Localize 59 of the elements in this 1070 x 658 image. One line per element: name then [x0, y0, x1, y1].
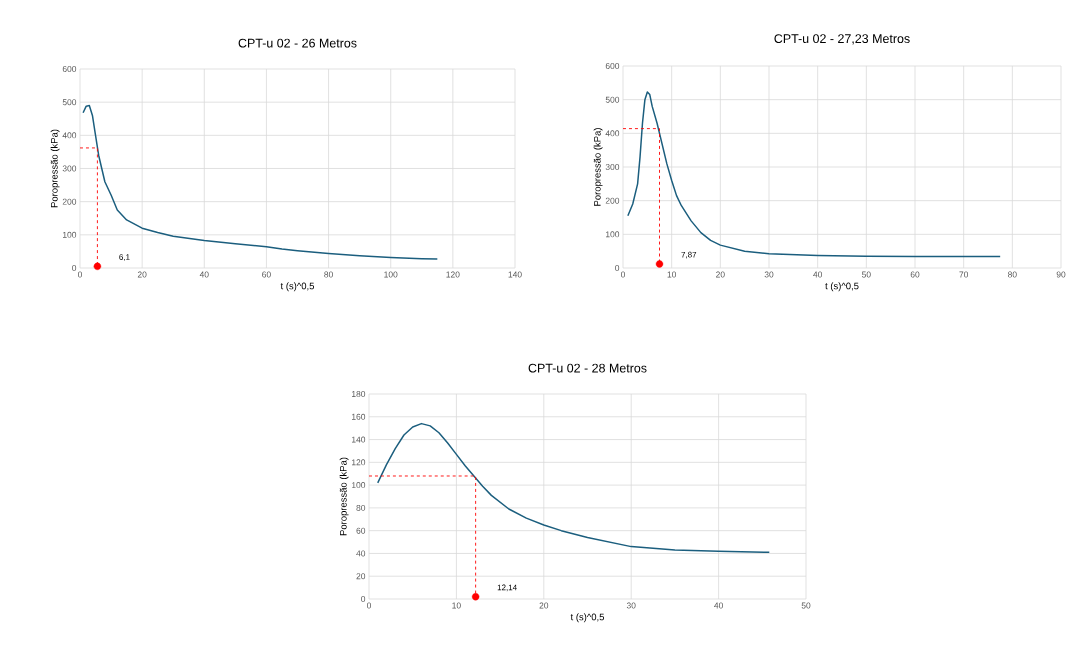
- x-tick-label: 40: [199, 271, 209, 278]
- chart-title: CPT-u 02 - 27,23 Metros: [774, 34, 910, 45]
- x-tick-label: 60: [910, 271, 920, 278]
- y-tick-label: 400: [605, 130, 620, 137]
- y-tick-label: 0: [361, 596, 366, 602]
- x-tick-label: 50: [801, 602, 811, 609]
- y-tick-label: 200: [62, 198, 77, 205]
- x-tick-label: 40: [813, 271, 823, 278]
- y-tick-label: 100: [606, 231, 620, 238]
- y-tick-label: 200: [605, 197, 620, 204]
- y-tick-label: 20: [356, 573, 366, 580]
- y-tick-label: 300: [605, 164, 620, 170]
- y-tick-label: 80: [356, 504, 366, 511]
- x-tick-label: 30: [626, 602, 636, 609]
- y-tick-label: 160: [352, 413, 366, 420]
- y-axis-title: Poropressão (kPa): [50, 129, 60, 208]
- y-axis-title: Poropressão (kPa): [593, 128, 603, 206]
- x-tick-label: 100: [384, 271, 398, 278]
- x-tick-label: 0: [620, 271, 626, 278]
- x-tick-label: 30: [764, 271, 774, 278]
- x-tick-label: 20: [539, 602, 549, 609]
- x-axis-title: t (s)^0,5: [825, 282, 859, 292]
- x-axis-title: t (s)^0,5: [280, 282, 315, 292]
- line-series: [377, 422, 771, 554]
- y-tick-label: 600: [605, 63, 620, 69]
- y-tick-label: 140: [352, 436, 366, 443]
- y-axis-title: Poropressão (kPa): [339, 457, 349, 536]
- x-tick-label: 10: [667, 271, 677, 278]
- x-tick-label: 80: [324, 271, 333, 278]
- y-tick-label: 60: [356, 527, 366, 534]
- x-tick-label: 90: [1056, 271, 1066, 278]
- x-tick-label: 80: [1008, 271, 1017, 278]
- y-tick-label: 0: [615, 265, 620, 271]
- x-tick-label: 50: [861, 271, 871, 278]
- x-tick-label: 10: [452, 602, 461, 609]
- x-tick-label: 40: [714, 602, 723, 609]
- chart-title: CPT-u 02 - 28 Metros: [528, 363, 647, 373]
- y-tick-label: 180: [352, 391, 366, 397]
- line-series: [82, 104, 439, 260]
- y-tick-label: 500: [605, 96, 620, 103]
- x-tick-label: 140: [508, 271, 522, 278]
- x-tick-label: 20: [716, 271, 725, 278]
- x-tick-label: 120: [446, 271, 460, 278]
- x-tick-label: 20: [137, 271, 147, 278]
- y-tick-label: 0: [72, 265, 77, 271]
- x-tick-label: 0: [366, 602, 372, 609]
- y-tick-label: 300: [62, 165, 77, 172]
- x-axis-title: t (s)^0,5: [570, 613, 605, 623]
- y-tick-label: 120: [352, 459, 366, 466]
- y-tick-label: 400: [62, 132, 77, 139]
- x-tick-label: 0: [77, 271, 83, 278]
- y-tick-label: 100: [352, 482, 366, 489]
- y-tick-label: 600: [62, 66, 77, 72]
- chart-title: CPT-u 02 - 26 Metros: [238, 38, 357, 48]
- y-tick-label: 100: [62, 231, 77, 238]
- y-tick-label: 500: [62, 99, 77, 106]
- x-tick-label: 70: [959, 271, 969, 278]
- x-tick-label: 60: [262, 271, 271, 278]
- y-tick-label: 40: [356, 550, 366, 557]
